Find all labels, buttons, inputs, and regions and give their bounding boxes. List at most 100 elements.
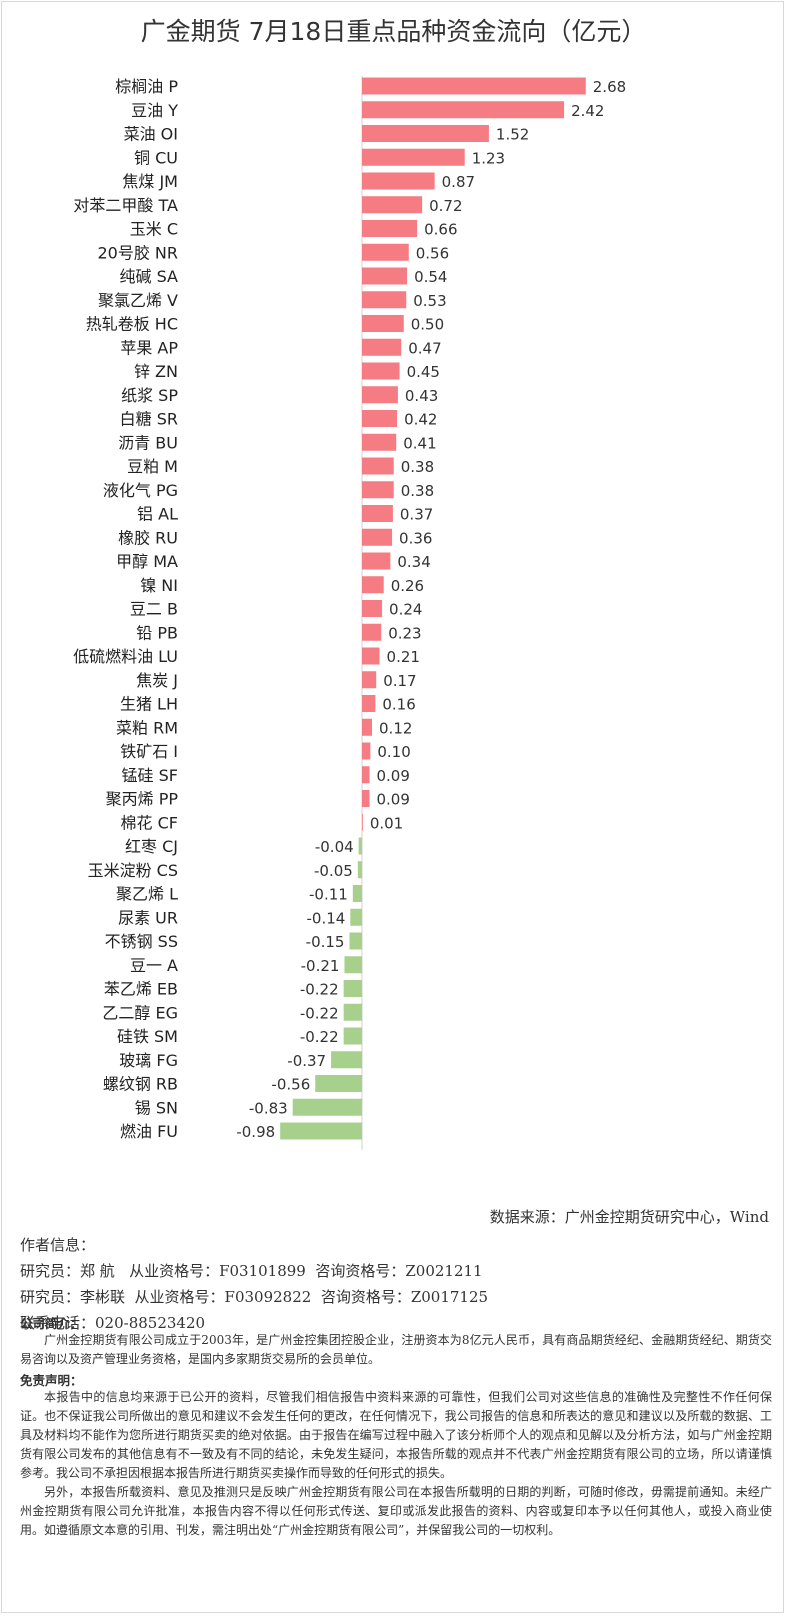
data-label: -0.37 [287,1052,326,1070]
bar [343,1027,362,1045]
bar [349,932,362,950]
category-label: 对苯二甲酸 TA [73,196,178,215]
category-label: 锌 ZN [134,362,178,381]
bar [362,647,380,665]
bar [344,956,362,974]
category-label: 生猪 LH [120,695,178,714]
chart-title: 广金期货 7月18日重点品种资金流向（亿元） [140,17,647,46]
bar [362,718,373,736]
data-label: 0.23 [388,624,421,642]
data-label: 0.38 [401,482,434,500]
bar [343,1003,362,1021]
bar [362,172,435,190]
author-heading: 作者信息： [20,1236,96,1254]
data-label: 0.09 [377,767,410,785]
bar [362,125,489,142]
category-label: 棕榈油 P [115,77,178,96]
data-label: 2.68 [593,78,626,96]
category-label: 玉米淀粉 CS [88,861,178,880]
disclaimer-heading: 免责声明： [20,1373,83,1388]
category-label: 20号胶 NR [97,243,178,262]
bar [362,243,409,261]
data-label: 0.26 [391,577,424,595]
disclaimer-paragraph-1: 本报告中的信息均来源于已公开的资料，尽管我们相信报告中资料来源的可靠性，但我们公… [20,1390,772,1480]
bar [362,742,371,760]
data-label: -0.15 [306,933,345,951]
data-label: 0.09 [377,791,410,809]
data-label: -0.56 [271,1076,310,1094]
data-label: -0.22 [300,981,339,999]
category-label: 铁矿石 I [120,742,178,761]
category-label: 不锈钢 SS [105,932,178,951]
bar [362,505,393,522]
bar [362,433,397,451]
category-label: 棉花 CF [121,813,178,832]
category-label: 液化气 PG [103,481,178,500]
bar [362,315,404,332]
data-label: -0.83 [249,1099,288,1117]
category-label: 锰硅 SF [122,766,178,785]
category-label: 锡 SN [135,1098,178,1117]
data-label: 0.43 [405,387,438,405]
bar [362,766,370,784]
category-label: 苯乙烯 EB [104,980,178,999]
data-source: 数据来源：广州金控期货研究中心，Wind [489,1208,769,1226]
category-label: 豆油 Y [131,101,178,120]
category-label: 玻璃 FG [119,1051,178,1070]
bar [280,1122,362,1140]
data-label: 0.17 [383,672,416,690]
data-label: 0.38 [401,458,434,476]
bar [362,813,363,831]
data-label: 0.24 [389,601,422,619]
company-intro: 广州金控期货有限公司成立于2003年，是广州金控集团控股企业，注册资本为8亿元人… [20,1333,772,1366]
bar [362,695,376,712]
bar [362,671,377,689]
bar [362,220,418,237]
data-label: 0.54 [414,268,447,286]
category-label: 豆一 A [130,956,178,975]
data-label: 0.50 [411,316,444,334]
category-label: 聚丙烯 PP [106,790,179,809]
category-label: 螺纹钢 RB [103,1075,178,1094]
bar [362,267,408,285]
category-label: 玉米 C [130,220,178,239]
bar [362,600,383,617]
category-label: 硅铁 SM [117,1027,178,1046]
data-label: -0.22 [300,1004,339,1022]
data-label: 1.23 [472,149,505,167]
bar [362,576,384,594]
category-label: 白糖 SR [120,410,178,429]
company-heading: 公司简介： [20,1316,83,1331]
category-label: 豆粕 M [127,457,178,476]
bar [362,457,394,475]
category-label: 燃油 FU [120,1122,178,1141]
data-label: 0.37 [400,506,433,524]
category-label: 铝 AL [137,505,178,524]
data-label: 0.36 [399,529,432,547]
category-label: 尿素 UR [118,908,178,927]
bar [362,101,565,119]
data-label: 0.45 [407,363,440,381]
bar [362,528,393,546]
researcher-1: 研究员：郑 航 从业资格号：F03101899 咨询资格号：Z0021211 [20,1262,483,1280]
data-label: 0.34 [397,553,430,571]
category-label: 热轧卷板 HC [86,315,178,334]
bar [362,481,394,499]
data-label: 0.41 [403,434,436,452]
category-label: 菜油 OI [124,125,178,144]
category-label: 聚氯乙烯 V [98,291,178,310]
bar-chart: 棕榈油 P 2.68 豆油 Y 2.42 菜油 OI 1.52 铜 CU 1.23 焦煤 JM 0… [73,76,626,1150]
data-label: 0.12 [379,719,412,737]
data-label: -0.05 [314,862,353,880]
bar [362,790,370,807]
data-label: 0.87 [442,173,475,191]
bar [362,196,423,214]
category-label: 低硫燃料油 LU [73,647,178,666]
data-label: 0.47 [408,339,441,357]
bar [358,837,362,855]
category-label: 苹果 AP [120,338,178,357]
data-label: 0.53 [413,292,446,310]
bar [331,1051,362,1069]
data-label: 1.52 [496,126,529,144]
category-label: 橡胶 RU [118,528,178,547]
